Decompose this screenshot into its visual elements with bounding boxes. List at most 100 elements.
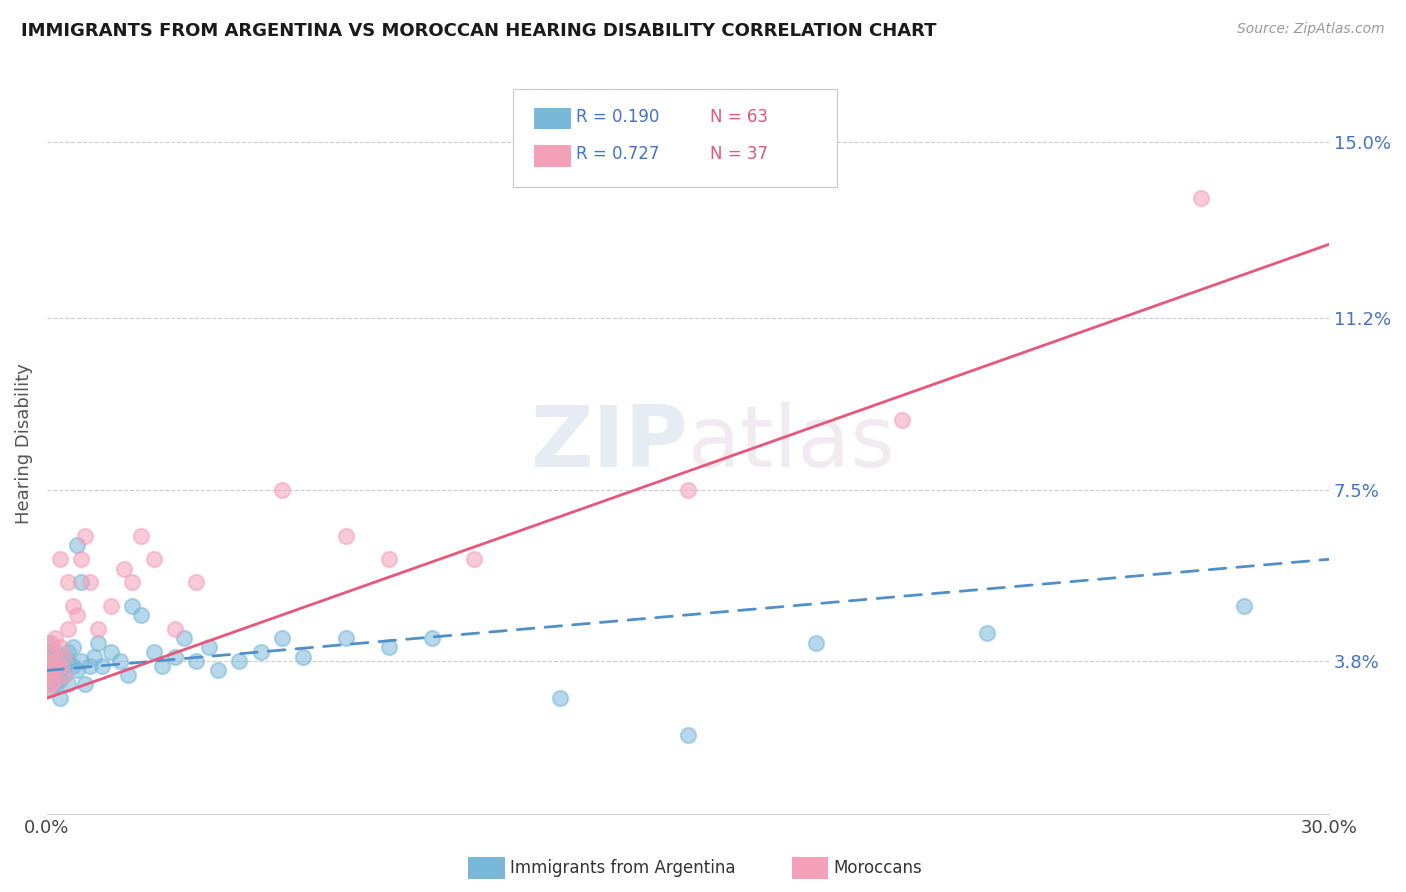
Point bbox=[62, 599, 84, 613]
Point bbox=[53, 649, 76, 664]
Point bbox=[165, 622, 187, 636]
Point bbox=[53, 649, 76, 664]
Point bbox=[39, 645, 62, 659]
Point bbox=[48, 640, 70, 655]
Point bbox=[1232, 599, 1254, 613]
Point bbox=[39, 649, 62, 664]
Point bbox=[87, 635, 110, 649]
Text: N = 37: N = 37 bbox=[710, 145, 768, 163]
Point bbox=[335, 529, 357, 543]
Point bbox=[53, 668, 76, 682]
Point bbox=[44, 654, 66, 668]
Point bbox=[117, 668, 139, 682]
Point bbox=[112, 561, 135, 575]
Point bbox=[249, 645, 271, 659]
Point bbox=[91, 658, 114, 673]
Point bbox=[1189, 191, 1212, 205]
Point bbox=[53, 658, 76, 673]
Text: N = 63: N = 63 bbox=[710, 108, 768, 126]
Point bbox=[44, 645, 66, 659]
Point bbox=[142, 552, 165, 566]
Point bbox=[44, 664, 66, 678]
Point bbox=[121, 599, 143, 613]
Text: Immigrants from Argentina: Immigrants from Argentina bbox=[510, 859, 735, 877]
Point bbox=[378, 640, 401, 655]
Point bbox=[70, 654, 93, 668]
Point bbox=[35, 677, 58, 691]
Point bbox=[75, 677, 97, 691]
Point bbox=[48, 654, 70, 668]
Point bbox=[676, 728, 699, 742]
Point bbox=[186, 654, 208, 668]
Point bbox=[62, 658, 84, 673]
Point bbox=[100, 645, 122, 659]
Text: ZIP: ZIP bbox=[530, 402, 688, 485]
Point bbox=[87, 622, 110, 636]
Text: Source: ZipAtlas.com: Source: ZipAtlas.com bbox=[1237, 22, 1385, 37]
Point bbox=[58, 645, 80, 659]
Text: R = 0.727: R = 0.727 bbox=[576, 145, 659, 163]
Point bbox=[48, 552, 70, 566]
Point bbox=[35, 635, 58, 649]
Point bbox=[39, 681, 62, 696]
Point bbox=[58, 654, 80, 668]
Point bbox=[58, 677, 80, 691]
Point bbox=[58, 622, 80, 636]
Point bbox=[70, 552, 93, 566]
Point bbox=[976, 626, 998, 640]
Point bbox=[79, 575, 101, 590]
Point bbox=[44, 673, 66, 687]
Point bbox=[35, 668, 58, 682]
Point bbox=[39, 654, 62, 668]
Point bbox=[75, 529, 97, 543]
Point bbox=[100, 599, 122, 613]
Point bbox=[48, 691, 70, 706]
Point bbox=[48, 673, 70, 687]
Point bbox=[676, 483, 699, 497]
Point bbox=[70, 575, 93, 590]
Point bbox=[35, 654, 58, 668]
Point bbox=[53, 668, 76, 682]
Point bbox=[58, 575, 80, 590]
Point bbox=[62, 640, 84, 655]
Point bbox=[207, 664, 229, 678]
Point bbox=[271, 483, 294, 497]
Point bbox=[48, 658, 70, 673]
Point bbox=[44, 654, 66, 668]
Text: Moroccans: Moroccans bbox=[834, 859, 922, 877]
Point bbox=[548, 691, 571, 706]
Point bbox=[83, 649, 105, 664]
Point bbox=[44, 668, 66, 682]
Point bbox=[39, 635, 62, 649]
Point bbox=[39, 645, 62, 659]
Point bbox=[35, 681, 58, 696]
Point bbox=[35, 668, 58, 682]
Point bbox=[129, 529, 152, 543]
Point bbox=[150, 658, 173, 673]
Point bbox=[804, 635, 827, 649]
Point bbox=[39, 673, 62, 687]
Point bbox=[39, 677, 62, 691]
Point bbox=[173, 631, 195, 645]
Point bbox=[66, 607, 89, 622]
Text: IMMIGRANTS FROM ARGENTINA VS MOROCCAN HEARING DISABILITY CORRELATION CHART: IMMIGRANTS FROM ARGENTINA VS MOROCCAN HE… bbox=[21, 22, 936, 40]
Point bbox=[890, 413, 912, 427]
Point bbox=[79, 658, 101, 673]
Point bbox=[35, 645, 58, 659]
Point bbox=[271, 631, 294, 645]
Y-axis label: Hearing Disability: Hearing Disability bbox=[15, 363, 32, 524]
Point bbox=[35, 654, 58, 668]
Point bbox=[39, 664, 62, 678]
Text: atlas: atlas bbox=[688, 402, 896, 485]
Text: R = 0.190: R = 0.190 bbox=[576, 108, 659, 126]
Point bbox=[44, 658, 66, 673]
Point bbox=[165, 649, 187, 664]
Point bbox=[129, 607, 152, 622]
Point bbox=[44, 677, 66, 691]
Point bbox=[44, 631, 66, 645]
Point bbox=[39, 658, 62, 673]
Point bbox=[66, 664, 89, 678]
Point bbox=[335, 631, 357, 645]
Point bbox=[228, 654, 250, 668]
Point bbox=[186, 575, 208, 590]
